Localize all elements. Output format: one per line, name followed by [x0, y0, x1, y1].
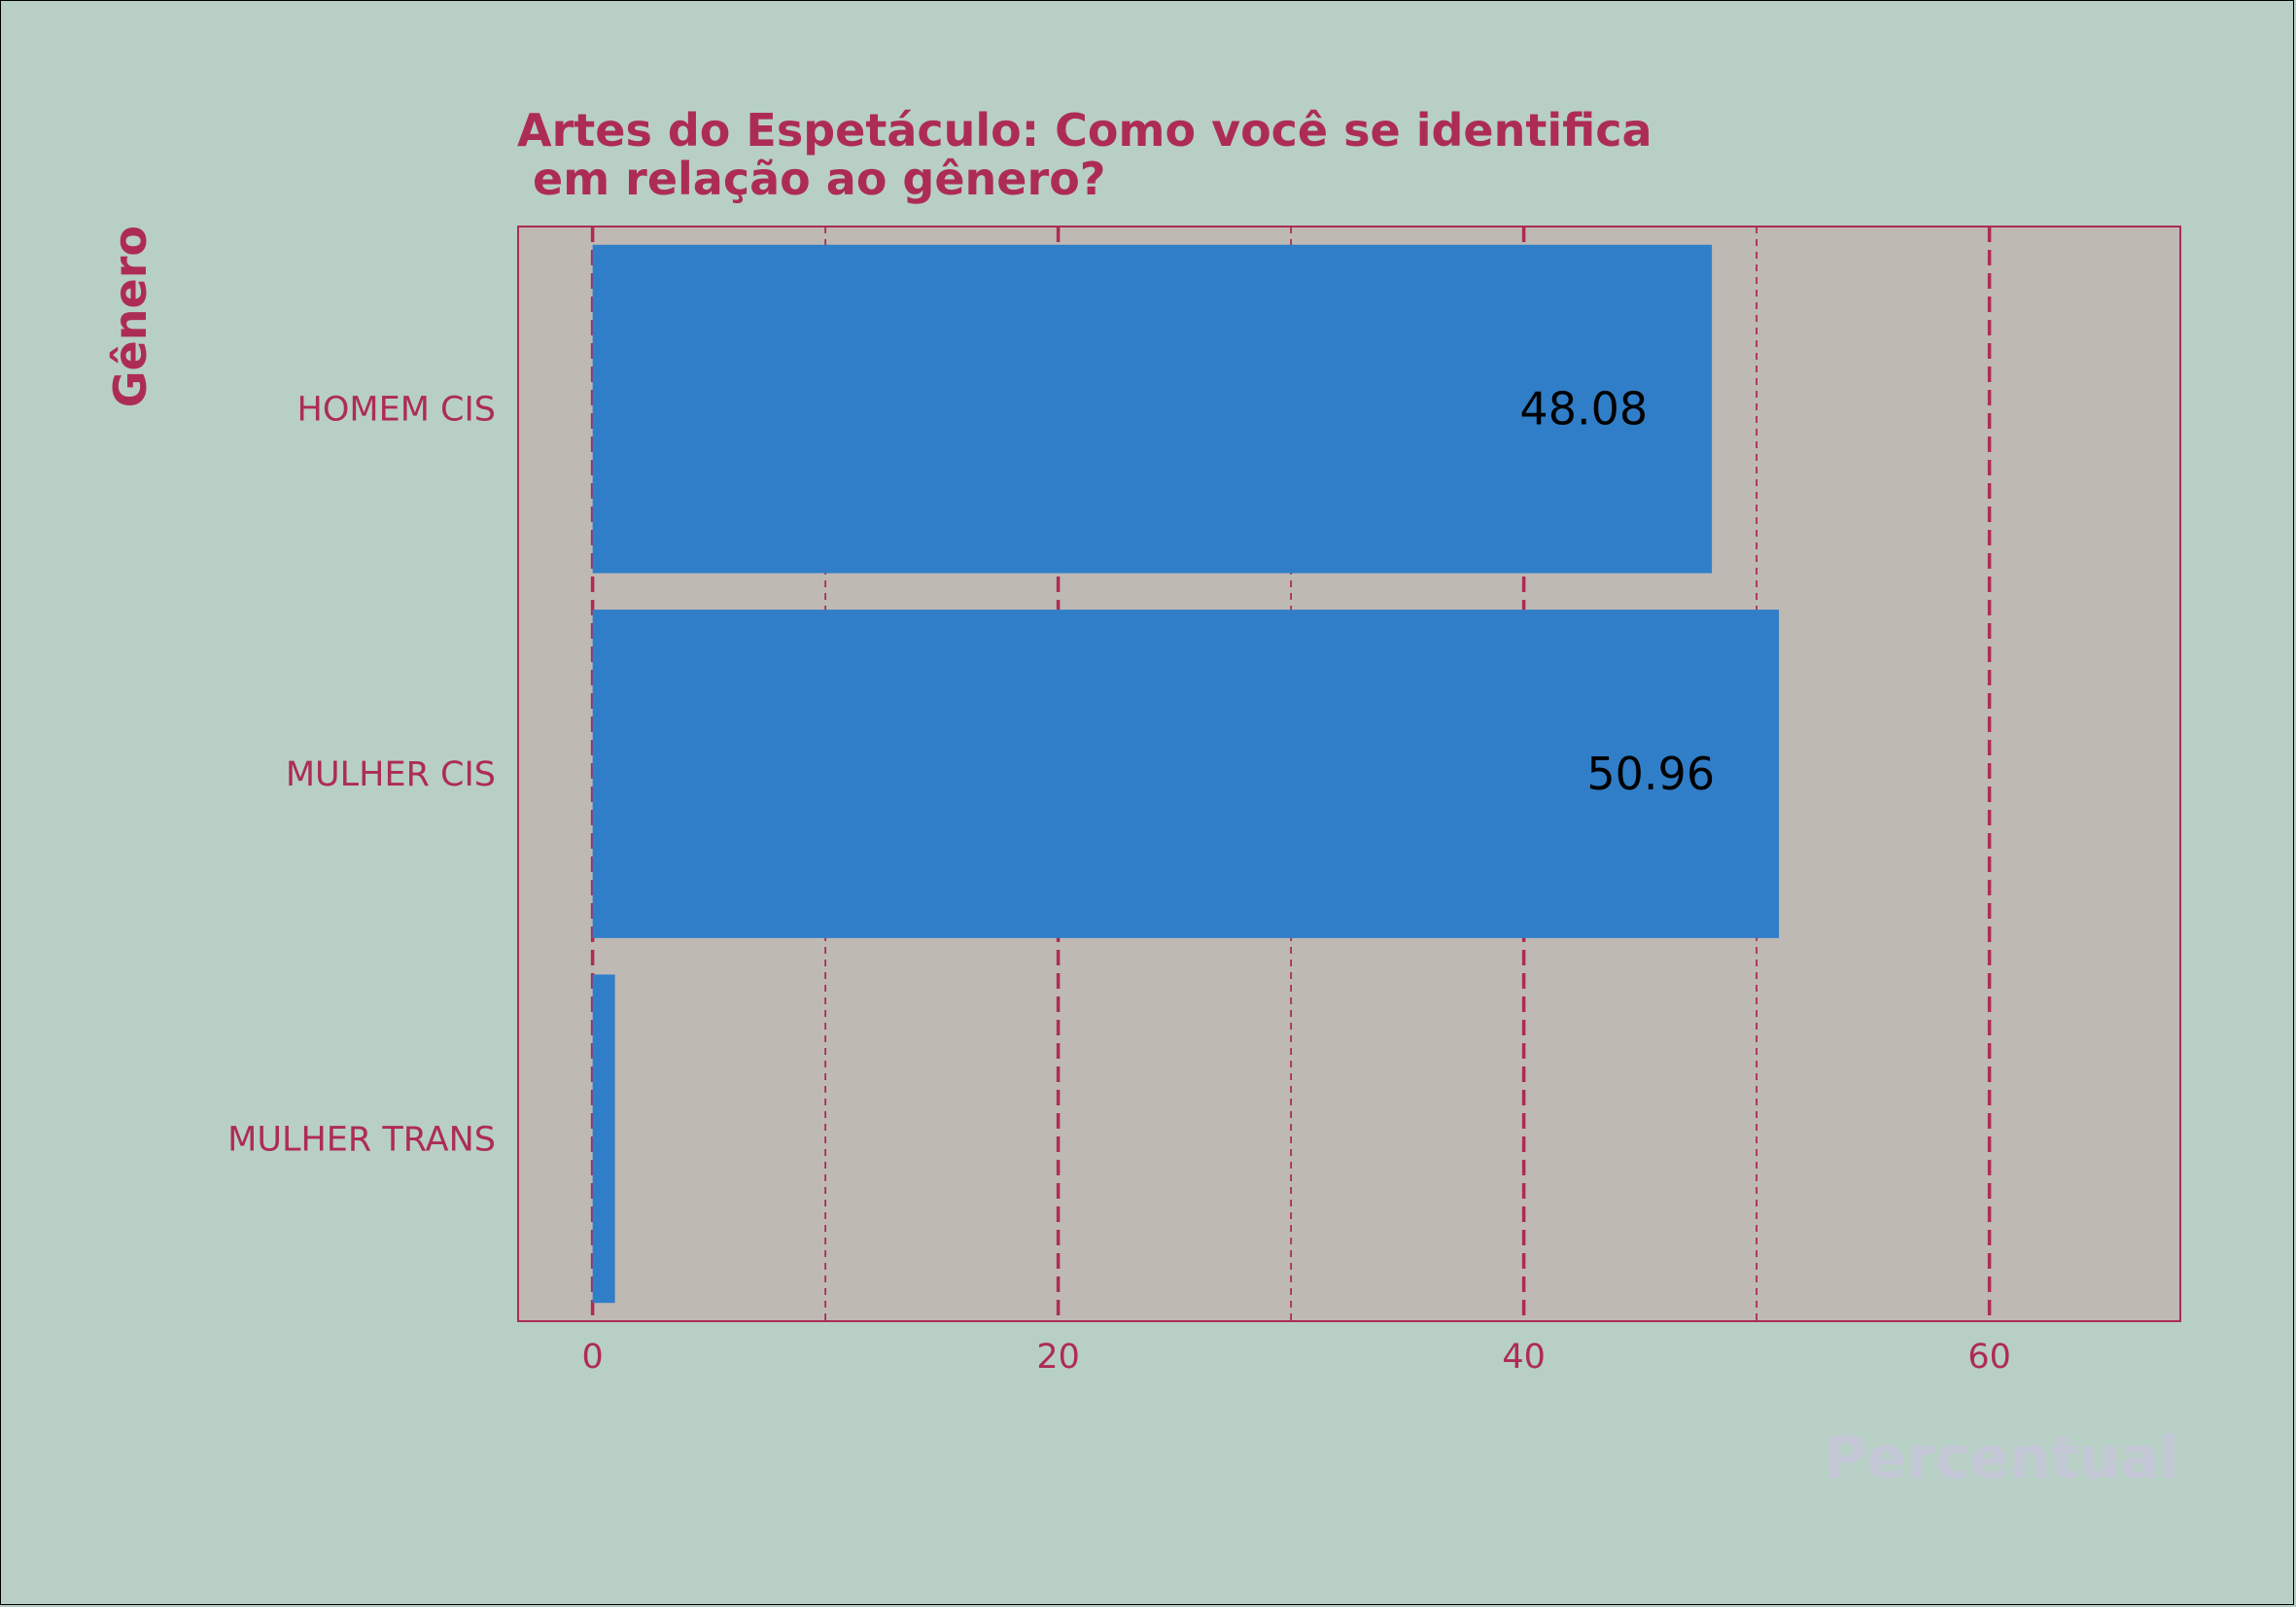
y-tick-labels: HOMEM CIS MULHER CIS MULHER TRANS [227, 391, 496, 1160]
y-tick-label: MULHER CIS [286, 755, 496, 794]
x-tick-label: 20 [1036, 1338, 1080, 1377]
data-labels: 48.08 50.96 [1519, 383, 1715, 800]
bar [592, 244, 1713, 574]
chart-title-line-2: em relação ao gênero? [517, 153, 1105, 205]
x-tick-label: 40 [1502, 1338, 1546, 1377]
y-tick-label: MULHER TRANS [227, 1120, 496, 1159]
bar [592, 974, 615, 1304]
data-label: 48.08 [1519, 383, 1648, 436]
x-tick-label: 60 [1967, 1338, 2011, 1377]
x-tick-label: 0 [581, 1338, 603, 1377]
bar [592, 610, 1780, 938]
x-tick-labels: 0 20 40 60 [581, 1338, 2010, 1377]
chart-title-line-1: Artes do Espetáculo: Como você se identi… [517, 104, 1652, 157]
bars [592, 244, 1780, 1304]
x-axis-label: Percentual [1824, 1424, 2179, 1492]
data-label: 50.96 [1586, 748, 1715, 800]
y-tick-label: HOMEM CIS [297, 391, 496, 430]
chart-title: Artes do Espetáculo: Como você se identi… [517, 104, 1668, 205]
y-axis-label: Gênero [104, 226, 157, 407]
